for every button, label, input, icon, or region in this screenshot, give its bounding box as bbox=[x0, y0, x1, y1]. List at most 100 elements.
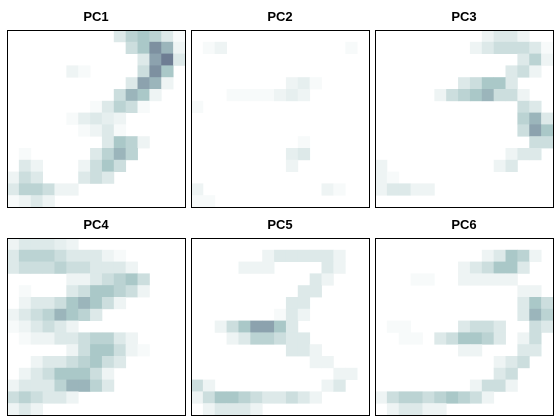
panel-pc1: PC1 bbox=[7, 9, 186, 208]
heatmap-cell bbox=[434, 403, 447, 416]
heatmap-cell bbox=[375, 159, 388, 172]
heatmap-cell bbox=[262, 261, 275, 274]
heatmap-cell bbox=[149, 41, 162, 54]
heatmap-cell bbox=[505, 30, 518, 43]
heatmap-cell bbox=[505, 249, 518, 262]
heatmap-cell bbox=[90, 285, 103, 298]
heatmap-cell bbox=[90, 332, 103, 345]
heatmap-cell bbox=[481, 261, 495, 274]
heatmap-cell bbox=[309, 77, 322, 90]
heatmap-cell bbox=[78, 171, 91, 184]
heatmap-cell bbox=[481, 249, 495, 262]
heatmap-cell bbox=[262, 320, 275, 333]
heatmap-cell bbox=[517, 285, 530, 298]
heatmap-cell bbox=[66, 65, 79, 78]
heatmap-cell bbox=[481, 273, 495, 286]
heatmap-cell bbox=[66, 297, 79, 310]
heatmap-cell bbox=[7, 320, 20, 333]
heatmap-cell bbox=[101, 379, 115, 392]
heatmap-cell bbox=[161, 53, 174, 66]
heatmap-cell bbox=[493, 89, 506, 102]
heatmap-cell bbox=[125, 77, 138, 90]
heatmap-cell bbox=[18, 148, 32, 161]
heatmap-cell bbox=[66, 112, 79, 125]
heatmap-cell bbox=[238, 89, 251, 102]
heatmap-cell bbox=[137, 65, 150, 78]
heatmap-cell bbox=[18, 391, 32, 404]
heatmap-cell bbox=[101, 112, 115, 125]
heatmap-cell bbox=[66, 367, 79, 380]
heatmap-cell bbox=[125, 344, 138, 357]
heatmap-cell bbox=[125, 136, 138, 149]
heatmap-cell bbox=[505, 261, 518, 274]
heatmap-cell bbox=[493, 261, 506, 274]
heatmap-cell bbox=[297, 391, 311, 404]
heatmap-cell bbox=[250, 332, 263, 345]
heatmap-cell bbox=[297, 308, 311, 321]
heatmap-cell bbox=[30, 297, 43, 310]
heatmap-cell bbox=[161, 41, 174, 54]
heatmap-cell bbox=[113, 148, 127, 161]
heatmap-cell bbox=[18, 403, 32, 416]
heatmap-cell bbox=[90, 124, 103, 137]
heatmap-cell bbox=[226, 89, 239, 102]
heatmap-cell bbox=[517, 124, 530, 137]
heatmap-cell bbox=[90, 297, 103, 310]
heatmap-cell bbox=[285, 332, 299, 345]
heatmap-cell bbox=[18, 183, 32, 196]
heatmap-cell bbox=[446, 391, 459, 404]
heatmap-cell bbox=[7, 308, 20, 321]
panel-title-pc3: PC3 bbox=[451, 9, 476, 24]
heatmap-cell bbox=[78, 356, 91, 369]
panel-frame-pc2 bbox=[191, 30, 370, 208]
heatmap-cell bbox=[214, 41, 227, 54]
heatmap-cell bbox=[410, 391, 423, 404]
heatmap-cell bbox=[66, 273, 79, 286]
heatmap-cell bbox=[541, 320, 554, 333]
heatmap-cell bbox=[137, 41, 150, 54]
heatmap-cell bbox=[90, 379, 103, 392]
heatmap-cell bbox=[101, 356, 115, 369]
heatmap-cell bbox=[505, 77, 518, 90]
heatmap-cell bbox=[321, 273, 334, 286]
heatmap-cell bbox=[7, 183, 20, 196]
heatmap-cell bbox=[250, 261, 263, 274]
panel-pc6: PC6 bbox=[375, 217, 554, 416]
heatmap-cell bbox=[66, 285, 79, 298]
heatmap-cell bbox=[386, 183, 400, 196]
heatmap-cell bbox=[101, 261, 115, 274]
heatmap-cell bbox=[7, 261, 20, 274]
heatmap-cell bbox=[238, 320, 251, 333]
heatmap-cell bbox=[297, 77, 311, 90]
heatmap-cell bbox=[113, 261, 127, 274]
heatmap-cell bbox=[101, 124, 115, 137]
heatmap-cell bbox=[30, 171, 43, 184]
heatmap-cell bbox=[101, 332, 115, 345]
heatmap-cell bbox=[7, 238, 20, 251]
heatmap-cell bbox=[250, 89, 263, 102]
heatmap-cell bbox=[297, 297, 311, 310]
heatmap-cell bbox=[309, 273, 322, 286]
heatmap-cell bbox=[202, 379, 216, 392]
heatmap-cell bbox=[505, 89, 518, 102]
heatmap-cell bbox=[18, 238, 32, 251]
heatmap-cell bbox=[274, 249, 287, 262]
heatmap-cell bbox=[113, 112, 127, 125]
heatmap-cell bbox=[297, 332, 311, 345]
heatmap-cell bbox=[90, 344, 103, 357]
heatmap-cell bbox=[54, 183, 67, 196]
heatmap-cell bbox=[529, 320, 542, 333]
heatmap-cell bbox=[398, 391, 411, 404]
heatmap-cell bbox=[469, 379, 483, 392]
heatmap-cell bbox=[285, 344, 299, 357]
heatmap-cell bbox=[137, 344, 150, 357]
heatmap-cell bbox=[66, 344, 79, 357]
heatmap-cell bbox=[285, 297, 299, 310]
heatmap-cell bbox=[517, 308, 530, 321]
heatmap-cell bbox=[137, 285, 150, 298]
panel-frame-pc3 bbox=[375, 30, 554, 208]
heatmap-cell bbox=[78, 112, 91, 125]
heatmap-cell bbox=[285, 89, 299, 102]
heatmap-cell bbox=[66, 379, 79, 392]
heatmap-cell bbox=[149, 53, 162, 66]
